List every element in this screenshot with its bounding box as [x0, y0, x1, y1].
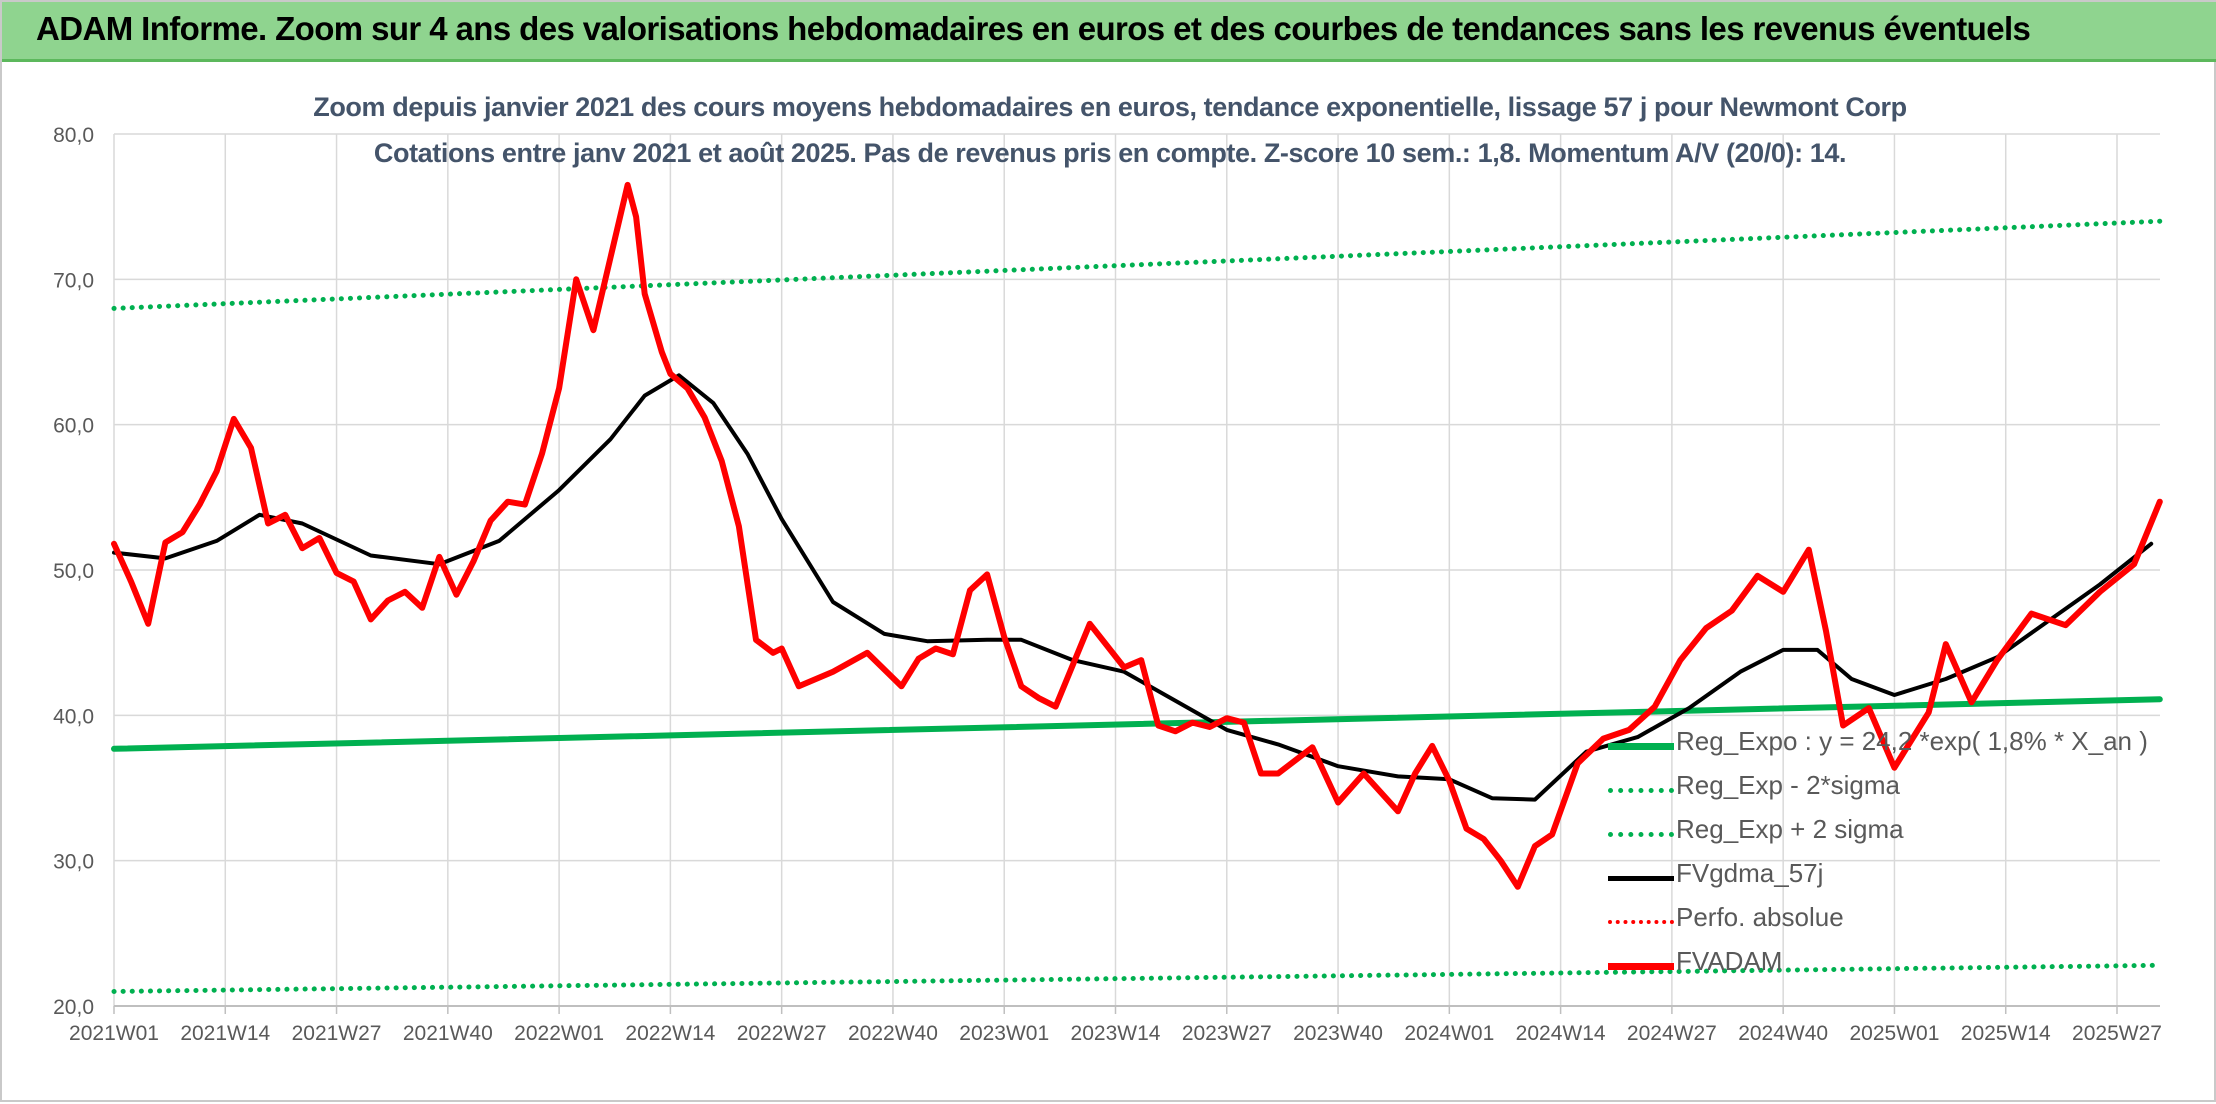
y-tick-label: 30,0: [53, 851, 94, 874]
x-tick-label: 2021W01: [69, 1022, 159, 1045]
legend-label-perfo: Perfo. absolue: [1676, 902, 1844, 932]
chart-subtitle: Cotations entre janv 2021 et août 2025. …: [373, 138, 1847, 168]
y-tick-label: 80,0: [53, 124, 94, 147]
y-tick-label: 60,0: [53, 415, 94, 438]
x-tick-label: 2023W40: [1293, 1022, 1383, 1045]
legend-swatch-reg-expo: [1608, 743, 1674, 750]
x-tick-label: 2022W01: [514, 1022, 604, 1045]
x-tick-label: 2023W27: [1182, 1022, 1272, 1045]
x-tick-label: 2025W14: [1961, 1022, 2051, 1045]
report-title: ADAM Informe. Zoom sur 4 ans des valoris…: [36, 10, 2031, 47]
series-reg-expo: [111, 696, 2163, 752]
chart-title: Zoom depuis janvier 2021 des cours moyen…: [313, 92, 1907, 122]
legend-label-fvadam: FVADAM: [1676, 946, 1783, 976]
series-reg-exp-minus-2sigma: [111, 962, 2163, 994]
x-tick-label: 2022W40: [848, 1022, 938, 1045]
series-fvadam: [111, 181, 2163, 890]
legend-swatch-perfo: [1608, 920, 1674, 924]
x-tick-label: 2024W27: [1627, 1022, 1717, 1045]
legend-swatch-reg-exp-minus: [1608, 788, 1674, 793]
y-tick-label: 40,0: [53, 705, 94, 728]
series-reg-exp-plus-2sigma: [111, 218, 2163, 311]
y-tick-label: 50,0: [53, 560, 94, 583]
y-tick-label: 20,0: [53, 996, 94, 1019]
x-tick-label: 2022W27: [737, 1022, 827, 1045]
legend-label-reg-exp-minus: Reg_Exp - 2*sigma: [1676, 770, 1900, 800]
x-tick-label: 2022W14: [625, 1022, 715, 1045]
legend-label-reg-exp-plus: Reg_Exp + 2 sigma: [1676, 814, 1904, 844]
x-tick-label: 2021W40: [403, 1022, 493, 1045]
x-tick-label: 2023W01: [959, 1022, 1049, 1045]
report-banner: ADAM Informe. Zoom sur 4 ans des valoris…: [2, 2, 2216, 62]
x-tick-label: 2024W01: [1404, 1022, 1494, 1045]
series-fvgdma-57j: [112, 373, 2154, 802]
x-tick-label: 2025W01: [1849, 1022, 1939, 1045]
x-tick-label: 2024W14: [1516, 1022, 1606, 1045]
y-tick-label: 70,0: [53, 269, 94, 292]
legend-swatch-fvadam: [1608, 963, 1674, 970]
x-tick-label: 2024W40: [1738, 1022, 1828, 1045]
x-tick-label: 2021W14: [180, 1022, 270, 1045]
x-tick-label: 2025W27: [2072, 1022, 2162, 1045]
legend-swatch-reg-exp-plus: [1608, 832, 1674, 837]
legend-label-fvgdma: FVgdma_57j: [1676, 858, 1824, 888]
legend-label-reg-expo: Reg_Expo : y = 24,2 *exp( 1,8% * X_an ): [1676, 726, 2148, 756]
legend-swatch-fvgdma: [1608, 876, 1674, 881]
x-tick-label: 2021W27: [292, 1022, 382, 1045]
x-tick-label: 2023W14: [1071, 1022, 1161, 1045]
